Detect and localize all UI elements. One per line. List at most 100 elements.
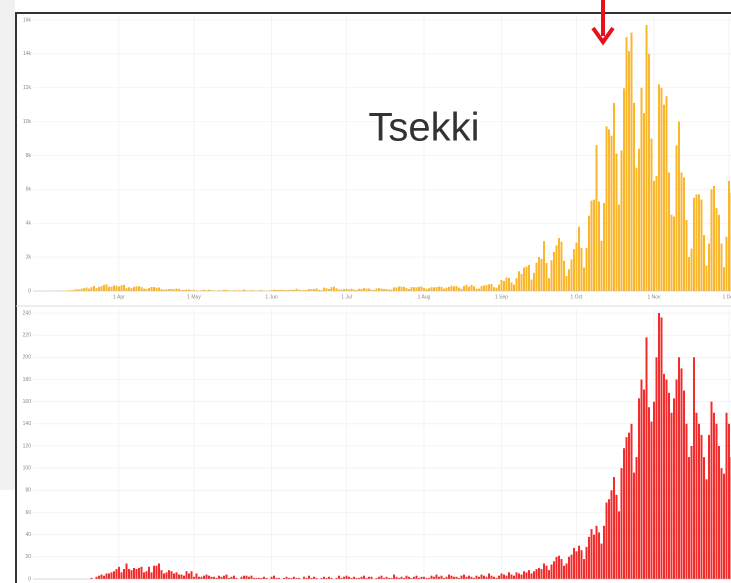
bar xyxy=(295,577,298,579)
bar xyxy=(600,240,603,291)
bar xyxy=(693,357,695,579)
bar xyxy=(463,285,465,291)
bar xyxy=(210,576,213,579)
bar xyxy=(188,573,190,579)
bar xyxy=(405,575,408,579)
bar xyxy=(633,472,635,579)
bar xyxy=(553,561,555,579)
bar xyxy=(603,202,605,291)
bar xyxy=(430,287,433,291)
bar xyxy=(335,577,338,579)
bar xyxy=(700,199,703,291)
bar xyxy=(93,285,95,291)
bar xyxy=(705,479,708,579)
bar xyxy=(308,575,310,579)
bar xyxy=(568,556,570,579)
bar xyxy=(143,288,145,291)
bar xyxy=(155,565,158,579)
bar xyxy=(400,286,403,291)
bar xyxy=(265,577,268,579)
bar xyxy=(430,575,433,579)
bar xyxy=(298,289,300,291)
bar xyxy=(468,286,470,291)
bar xyxy=(625,437,628,579)
bar xyxy=(293,289,295,291)
bar xyxy=(220,576,223,579)
x-tick-label: 1 Oct xyxy=(571,294,584,300)
bar xyxy=(190,290,193,291)
bar xyxy=(648,407,650,579)
bar xyxy=(548,278,550,291)
y-tick-label: 120 xyxy=(23,443,32,449)
bar xyxy=(120,572,123,579)
bar xyxy=(128,287,130,291)
bar xyxy=(463,574,465,579)
bar xyxy=(518,271,520,291)
bar xyxy=(303,576,305,579)
bar xyxy=(490,284,493,291)
bar xyxy=(278,290,280,291)
bar xyxy=(488,284,490,291)
bar xyxy=(315,288,318,291)
bar xyxy=(140,566,143,579)
bar xyxy=(213,576,215,579)
bar xyxy=(258,290,260,291)
bar xyxy=(348,289,350,291)
bar xyxy=(715,208,718,291)
bar xyxy=(413,576,415,579)
bar xyxy=(673,398,675,579)
bar xyxy=(225,289,228,291)
bar xyxy=(553,251,555,291)
bar xyxy=(520,273,523,291)
bar xyxy=(550,260,553,291)
bar xyxy=(535,262,538,291)
bar xyxy=(598,532,600,579)
bar xyxy=(710,189,713,291)
bar xyxy=(485,285,488,291)
bar xyxy=(443,288,445,291)
bar xyxy=(85,287,88,291)
bar xyxy=(245,290,248,291)
bar xyxy=(73,289,75,291)
bar xyxy=(588,536,590,579)
bar xyxy=(558,555,560,579)
y-tick-label: 60 xyxy=(25,510,31,516)
bar xyxy=(163,289,165,291)
bar xyxy=(358,288,360,291)
bar xyxy=(185,571,188,579)
bar xyxy=(520,574,523,579)
bar xyxy=(228,290,230,291)
bar xyxy=(500,279,503,291)
bar xyxy=(498,575,500,579)
bar xyxy=(580,247,583,291)
bar xyxy=(273,289,275,291)
bar xyxy=(523,571,525,579)
bar xyxy=(240,576,243,579)
bar xyxy=(623,88,625,292)
bar xyxy=(148,566,150,579)
bar xyxy=(670,214,673,291)
bar xyxy=(305,577,308,579)
bar xyxy=(180,574,183,579)
bar xyxy=(550,564,553,579)
bar xyxy=(460,288,463,291)
bar xyxy=(410,577,413,579)
bar xyxy=(248,576,250,579)
bar xyxy=(258,577,260,579)
bar xyxy=(113,571,115,579)
bar xyxy=(103,575,105,579)
bar xyxy=(245,575,248,579)
bar xyxy=(343,289,345,291)
y-tick-label: 220 xyxy=(23,332,32,338)
bar xyxy=(720,468,723,579)
annotation: Tsekki xyxy=(368,106,479,150)
bar xyxy=(505,575,508,579)
bar xyxy=(385,289,388,291)
bar xyxy=(518,573,520,579)
bar xyxy=(238,290,240,291)
bar xyxy=(103,284,105,291)
bar xyxy=(218,290,220,291)
y-tick-label: 40 xyxy=(25,532,31,538)
bar xyxy=(170,571,173,579)
bar xyxy=(260,577,263,579)
